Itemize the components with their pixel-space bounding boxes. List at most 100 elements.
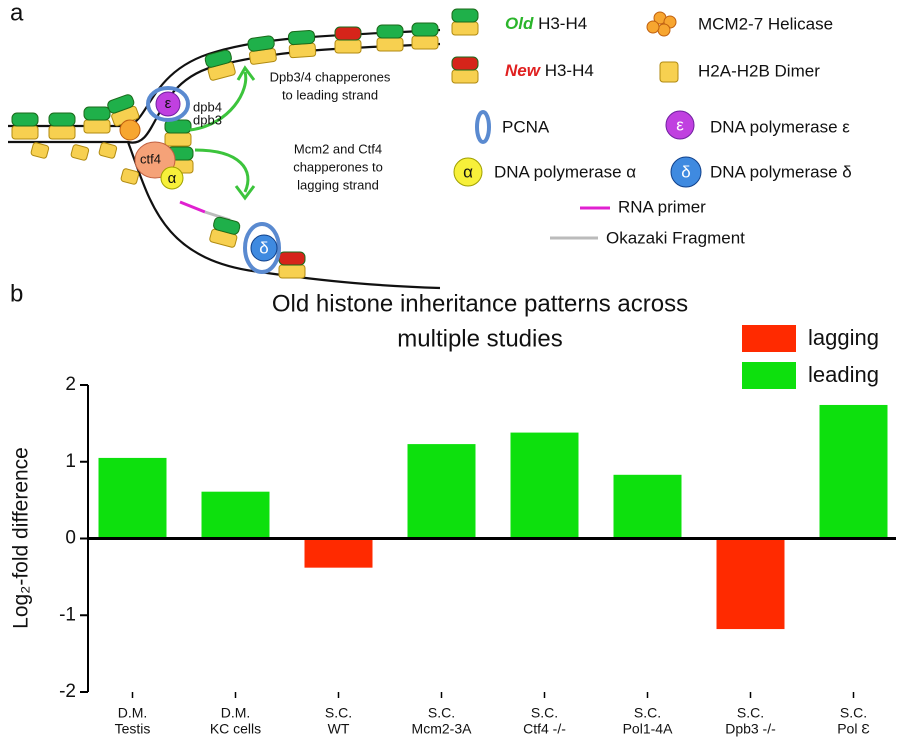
old-tag: Old <box>505 14 534 33</box>
h2a-h2b <box>83 119 111 134</box>
symbol: ε <box>165 95 172 112</box>
x-tick-label: D.M. <box>221 705 251 721</box>
h2a-h2b <box>98 142 118 159</box>
note: lagging strand <box>297 177 379 192</box>
bar <box>613 474 682 539</box>
bar <box>716 538 785 630</box>
legend-label: DNA polymerase δ <box>710 162 852 181</box>
arrow <box>194 148 250 193</box>
note: Mcm2 and Ctf4 <box>294 141 382 156</box>
x-tick-label: S.C. <box>428 705 455 721</box>
y-tick-label: 2 <box>65 374 76 395</box>
h2a-h2b <box>278 264 306 279</box>
new-label: H3-H4 <box>545 61 594 80</box>
panel-label: b <box>10 280 23 307</box>
pol-epsilon-icon <box>665 110 695 140</box>
h3-h4 <box>334 26 362 41</box>
nucleosome <box>247 35 277 65</box>
legend-label: New H3-H4 <box>505 61 594 80</box>
x-tick-label: Testis <box>115 721 151 737</box>
x-tick-label: Pol1-4A <box>623 721 673 737</box>
h3-h4 <box>278 251 306 266</box>
symbol: δ <box>259 238 268 257</box>
legend-label: RNA primer <box>618 197 706 216</box>
h2a-h2b <box>120 168 140 185</box>
legend-label: DNA polymerase ε <box>710 117 850 136</box>
symbol: δ <box>681 162 690 181</box>
pol-alpha <box>160 166 184 190</box>
y-tick-label: -2 <box>59 681 76 702</box>
x-tick-label: Mcm2-3A <box>412 721 473 737</box>
h3-h4 <box>11 112 39 127</box>
chart-title: Old histone inheritance patterns across <box>272 290 688 317</box>
legend-label: DNA polymerase α <box>494 162 636 181</box>
panel-label: a <box>10 0 24 26</box>
nucleosome <box>204 49 236 81</box>
h2a-h2b <box>288 42 317 59</box>
legend-swatch <box>742 362 796 389</box>
h2a-h2b <box>70 144 90 161</box>
symbol: ε <box>676 115 684 134</box>
nucleosome <box>376 24 404 52</box>
y-tick-label: -1 <box>59 604 76 625</box>
x-tick-label: S.C. <box>840 705 867 721</box>
h2a-h2b <box>411 35 439 50</box>
h2a-h2b <box>376 37 404 52</box>
mcm-helicase <box>119 119 141 141</box>
protein-label: dpb3 <box>193 112 222 127</box>
bar <box>819 404 888 539</box>
legend-swatch <box>742 325 796 352</box>
x-tick-label: S.C. <box>325 705 352 721</box>
h3-h4 <box>451 8 479 23</box>
x-tick-label: KC cells <box>210 721 261 737</box>
mcm-icon <box>657 23 671 37</box>
bar <box>304 538 373 568</box>
x-tick-label: S.C. <box>531 705 558 721</box>
arrow-head <box>234 185 256 201</box>
legend-label: MCM2-7 Helicase <box>698 14 833 33</box>
nucleosome <box>278 251 306 279</box>
pcna <box>146 86 190 122</box>
h3-h4 <box>107 94 135 114</box>
bar <box>98 457 167 539</box>
nucleosome <box>334 26 362 54</box>
h2a-h2b <box>30 142 50 159</box>
dimer-icon <box>659 61 679 83</box>
y-tick-label: 0 <box>65 528 76 549</box>
rna-primer <box>179 200 206 214</box>
arrow <box>189 71 248 132</box>
pcna-icon <box>475 110 491 144</box>
h3-h4 <box>204 49 232 68</box>
pol-epsilon <box>155 91 181 117</box>
nucleosome <box>287 29 317 59</box>
h2a-h2b <box>334 39 362 54</box>
x-tick-label: S.C. <box>737 705 764 721</box>
h3-h4 <box>451 56 479 71</box>
h2a-h2b <box>48 125 76 140</box>
pol-delta-icon <box>670 156 702 188</box>
y-axis-label: Log₂-fold difference <box>10 447 33 629</box>
bar <box>407 444 476 539</box>
old-label: H3-H4 <box>538 14 587 33</box>
symbol: α <box>463 162 473 181</box>
nucleosome <box>83 106 111 134</box>
nucleosome <box>164 119 192 147</box>
x-tick-label: Pol Ɛ <box>837 721 870 737</box>
new-tag: New <box>505 61 542 80</box>
legend-label: leading <box>808 362 879 387</box>
pol-alpha-icon <box>453 157 483 187</box>
bar <box>201 491 270 539</box>
legend-label: Old H3-H4 <box>505 14 587 33</box>
x-tick-label: S.C. <box>634 705 661 721</box>
nucleosome <box>451 56 479 84</box>
note: Dpb3/4 chapperones <box>270 69 391 84</box>
pol-delta <box>250 234 278 262</box>
h2a-h2b <box>11 125 39 140</box>
h3-h4 <box>213 216 241 235</box>
x-tick-label: D.M. <box>118 705 148 721</box>
symbol: α <box>168 170 177 187</box>
nucleosome <box>411 22 439 50</box>
nucleosome <box>107 94 140 127</box>
nucleosome <box>48 112 76 140</box>
